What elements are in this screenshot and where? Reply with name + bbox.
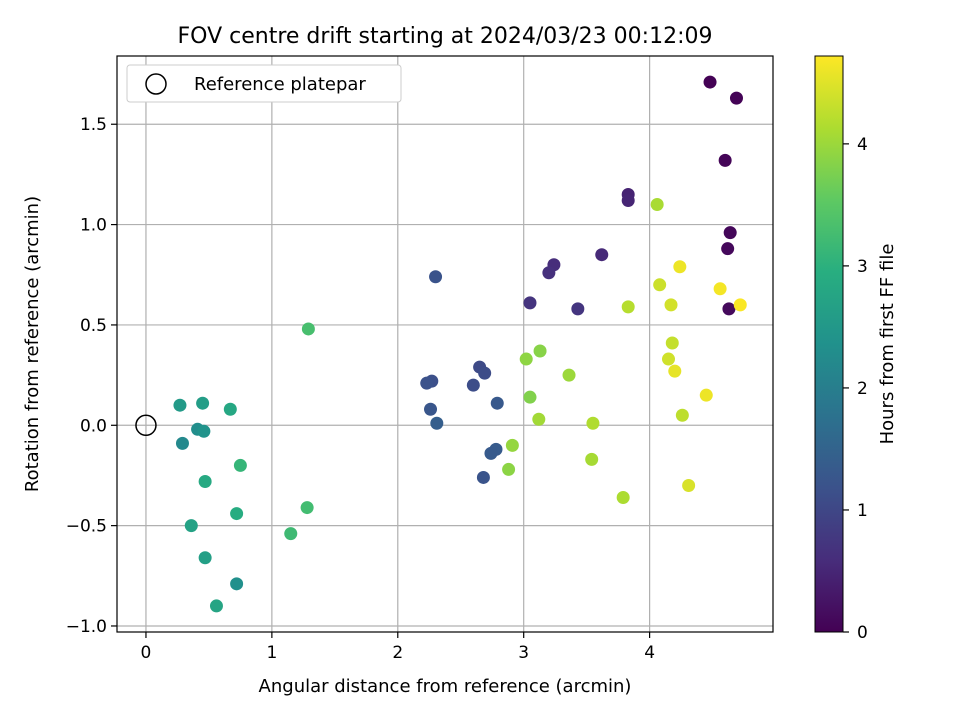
- colorbar-tick-label: 2: [857, 379, 868, 399]
- x-axis-ticks: 0 1 2 3 4: [141, 632, 655, 663]
- data-point: [490, 396, 504, 410]
- data-point: [478, 366, 492, 380]
- data-point: [424, 402, 438, 416]
- data-point: [723, 226, 737, 240]
- plot-area: 0 1 2 3 4 −1.0 −0.5 0.0 0.5 1.0 1.5: [66, 55, 774, 663]
- data-point: [523, 390, 537, 404]
- colorbar-gradient: [814, 55, 844, 633]
- data-point: [173, 398, 187, 412]
- colorbar-tick-label: 1: [857, 501, 868, 521]
- data-point: [703, 75, 717, 89]
- plot-frame: [116, 55, 774, 633]
- reference-platepar-marker: [135, 414, 157, 437]
- y-tick-label: 0.5: [80, 316, 107, 336]
- chart-title: FOV centre drift starting at 2024/03/23 …: [178, 24, 713, 49]
- data-point: [284, 527, 298, 541]
- data-point: [519, 352, 533, 366]
- x-tick-label: 2: [392, 643, 403, 663]
- x-axis-label: Angular distance from reference (arcmin): [259, 676, 632, 697]
- data-point: [722, 302, 736, 316]
- data-point: [673, 260, 687, 274]
- data-point: [502, 462, 516, 476]
- data-point: [209, 599, 223, 613]
- data-point: [713, 282, 727, 296]
- data-point: [300, 501, 314, 515]
- data-point: [198, 474, 212, 488]
- data-point: [664, 298, 678, 312]
- data-point: [175, 436, 189, 450]
- data-point: [429, 270, 443, 284]
- data-point: [223, 402, 237, 416]
- legend-label: Reference platepar: [194, 74, 366, 95]
- y-axis-ticks: −1.0 −0.5 0.0 0.5 1.0 1.5: [66, 115, 117, 637]
- data-point: [198, 551, 212, 565]
- data-point: [505, 438, 519, 452]
- data-point: [532, 412, 546, 426]
- grid: [117, 56, 773, 632]
- y-axis-label: Rotation from reference (arcmin): [22, 196, 43, 492]
- data-point: [562, 368, 576, 382]
- legend: Reference platepar: [126, 64, 402, 103]
- data-point: [650, 198, 664, 212]
- data-point: [661, 352, 675, 366]
- data-point: [729, 91, 743, 105]
- data-point: [476, 470, 490, 484]
- y-tick-label: 1.5: [80, 115, 107, 135]
- y-tick-label: 0.0: [80, 416, 107, 436]
- data-point: [665, 336, 679, 350]
- data-point: [721, 242, 735, 256]
- data-point: [621, 194, 635, 208]
- x-tick-label: 4: [644, 643, 655, 663]
- data-point: [420, 376, 434, 390]
- data-point: [718, 153, 732, 167]
- data-point: [585, 452, 599, 466]
- data-point: [430, 416, 444, 430]
- legend-reference-marker-icon: [145, 73, 167, 95]
- data-point: [484, 446, 498, 460]
- data-point: [653, 278, 667, 292]
- data-point: [675, 408, 689, 422]
- colorbar: 0 1 2 3 4 Hours from first FF file: [814, 55, 898, 643]
- colorbar-label: Hours from first FF file: [877, 244, 898, 445]
- plot-background: [117, 56, 773, 632]
- colorbar-tick-label: 4: [857, 135, 868, 155]
- data-point: [466, 378, 480, 392]
- colorbar-tick-label: 0: [857, 623, 868, 643]
- data-point: [233, 458, 247, 472]
- data-point: [621, 300, 635, 314]
- x-tick-label: 1: [266, 643, 277, 663]
- data-point: [301, 322, 315, 336]
- data-point: [586, 416, 600, 430]
- data-point: [196, 396, 210, 410]
- data-point: [616, 491, 630, 505]
- y-tick-label: −0.5: [66, 517, 107, 537]
- data-point: [699, 388, 713, 402]
- data-point: [184, 519, 198, 533]
- x-tick-label: 3: [518, 643, 529, 663]
- data-point: [682, 478, 696, 492]
- data-point: [197, 424, 211, 438]
- x-tick-label: 0: [141, 643, 152, 663]
- data-point: [668, 364, 682, 378]
- scatter-points: [173, 75, 747, 613]
- data-point: [230, 577, 244, 591]
- y-tick-label: −1.0: [66, 617, 107, 637]
- y-tick-label: 1.0: [80, 216, 107, 236]
- legend-box: [126, 64, 402, 103]
- data-point: [533, 344, 547, 358]
- data-point: [571, 302, 585, 316]
- data-point: [230, 507, 244, 521]
- colorbar-ticks: 0 1 2 3 4: [843, 135, 868, 643]
- data-point: [733, 298, 747, 312]
- data-point: [542, 266, 556, 280]
- data-point: [595, 248, 609, 262]
- data-point: [523, 296, 537, 310]
- colorbar-tick-label: 3: [857, 257, 868, 277]
